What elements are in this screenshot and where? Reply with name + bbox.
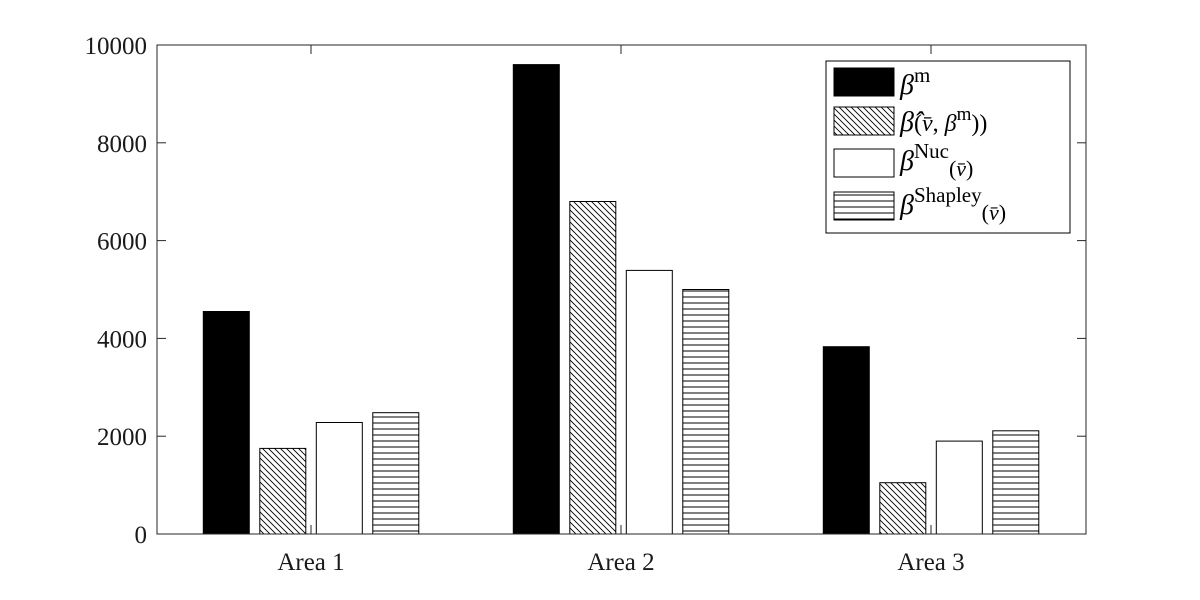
legend-swatch-bm: [833, 67, 895, 97]
y-tick-label-2: 4000: [97, 326, 147, 353]
legend-label-bhat: β̂(v̄, βm)): [899, 104, 987, 138]
legend-label-bshapley: βShapley(v̄): [899, 183, 1006, 225]
legend-label-bnuc: βNuc(v̄): [899, 139, 973, 181]
bar-1-series-3: [315, 422, 363, 535]
bars-group: [202, 64, 1040, 535]
legend-swatch-bnuc: [833, 148, 895, 178]
x-tick-label-1: Area 2: [587, 549, 654, 576]
bar-2-series-4: [682, 289, 730, 535]
y-tick-label-0: 0: [135, 522, 148, 549]
legend: βm β̂(v̄, βm)) βNuc(v̄) βShapley(v̄): [825, 60, 1071, 234]
y-tick-label-3: 6000: [97, 229, 147, 256]
bar-1-series-4: [372, 412, 420, 535]
legend-swatch-bshapley: [833, 191, 895, 221]
y-tick-label-5: 10000: [85, 33, 148, 60]
legend-swatch-bhat: [833, 106, 895, 136]
bar-1-series-1: [202, 311, 250, 535]
bar-3-series-3: [935, 440, 983, 535]
ticks-group: 0 2000 4000 6000 8000 10000 Area 1 Area 2 Area 3: [85, 33, 1086, 576]
bar-3-series-4: [992, 430, 1040, 535]
bar-3-series-2: [879, 482, 927, 535]
bar-1-series-2: [259, 447, 307, 535]
bar-3-series-1: [822, 346, 870, 535]
x-tick-label-2: Area 3: [897, 549, 964, 576]
y-tick-label-1: 2000: [97, 424, 147, 451]
y-tick-label-4: 8000: [97, 131, 147, 158]
bar-2-series-2: [569, 201, 617, 535]
bar-2-series-3: [625, 269, 673, 535]
bar-2-series-1: [512, 64, 560, 535]
x-tick-label-0: Area 1: [277, 549, 344, 576]
legend-label-bm: βm: [899, 63, 930, 101]
